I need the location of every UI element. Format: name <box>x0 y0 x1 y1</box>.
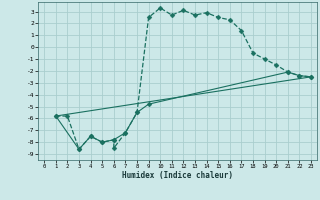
X-axis label: Humidex (Indice chaleur): Humidex (Indice chaleur) <box>122 171 233 180</box>
